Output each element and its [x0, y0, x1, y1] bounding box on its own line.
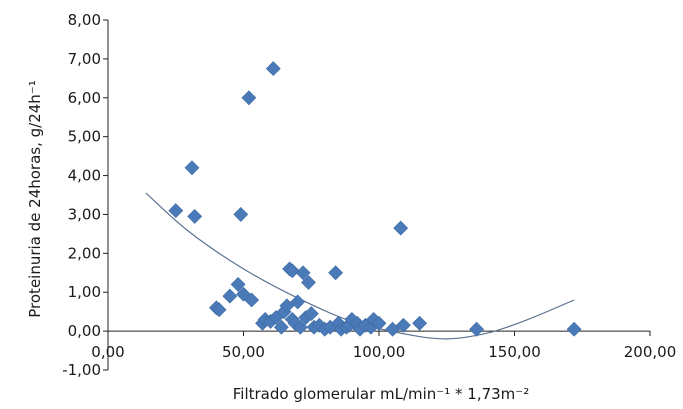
y-axis-title: Proteinuria de 24horas, g/24h⁻¹ [26, 80, 44, 317]
x-tick-label: 50,00 [222, 343, 265, 361]
y-tick-label: 5,00 [68, 128, 101, 146]
data-point [303, 306, 319, 322]
data-point [292, 319, 308, 335]
data-point [273, 319, 289, 335]
data-point [222, 288, 238, 304]
data-point [290, 294, 306, 310]
y-tick-label: 8,00 [68, 11, 101, 29]
y-tick-label: 0,00 [68, 322, 101, 340]
x-tick-label: 100,00 [353, 343, 406, 361]
data-point [187, 208, 203, 224]
data-point [265, 61, 281, 77]
data-point [211, 302, 227, 318]
data-point [184, 160, 200, 176]
data-point [233, 206, 249, 222]
data-point [469, 321, 485, 337]
y-tick-label: 6,00 [68, 89, 101, 107]
data-point [301, 275, 316, 290]
trendline [145, 192, 575, 340]
data-point [284, 263, 300, 279]
data-point [393, 220, 409, 236]
data-point [168, 203, 184, 219]
y-tick-label: 3,00 [68, 205, 101, 223]
y-tick-label: -1,00 [62, 361, 101, 379]
y-tick-label: 1,00 [68, 283, 101, 301]
y-tick-label: 2,00 [68, 244, 101, 262]
data-point [566, 321, 582, 337]
y-tick-label: 7,00 [68, 50, 101, 68]
data-point [395, 317, 411, 333]
data-point [230, 276, 246, 292]
x-tick-label: 200,00 [624, 343, 677, 361]
x-tick-label: 150,00 [488, 343, 541, 361]
data-point [279, 298, 295, 314]
data-point [412, 315, 428, 331]
data-point [241, 90, 257, 106]
x-axis-title: Filtrado glomerular mL/min⁻¹ * 1,73m⁻² [233, 385, 529, 403]
data-point [385, 321, 401, 337]
data-point [371, 315, 387, 331]
data-point [328, 265, 344, 281]
plot-area: -1,000,001,002,003,004,005,006,007,008,0… [62, 11, 676, 379]
data-point [244, 292, 260, 308]
x-tick-label: 0,00 [91, 343, 124, 361]
y-tick-label: 4,00 [68, 167, 101, 185]
data-point [295, 265, 311, 281]
